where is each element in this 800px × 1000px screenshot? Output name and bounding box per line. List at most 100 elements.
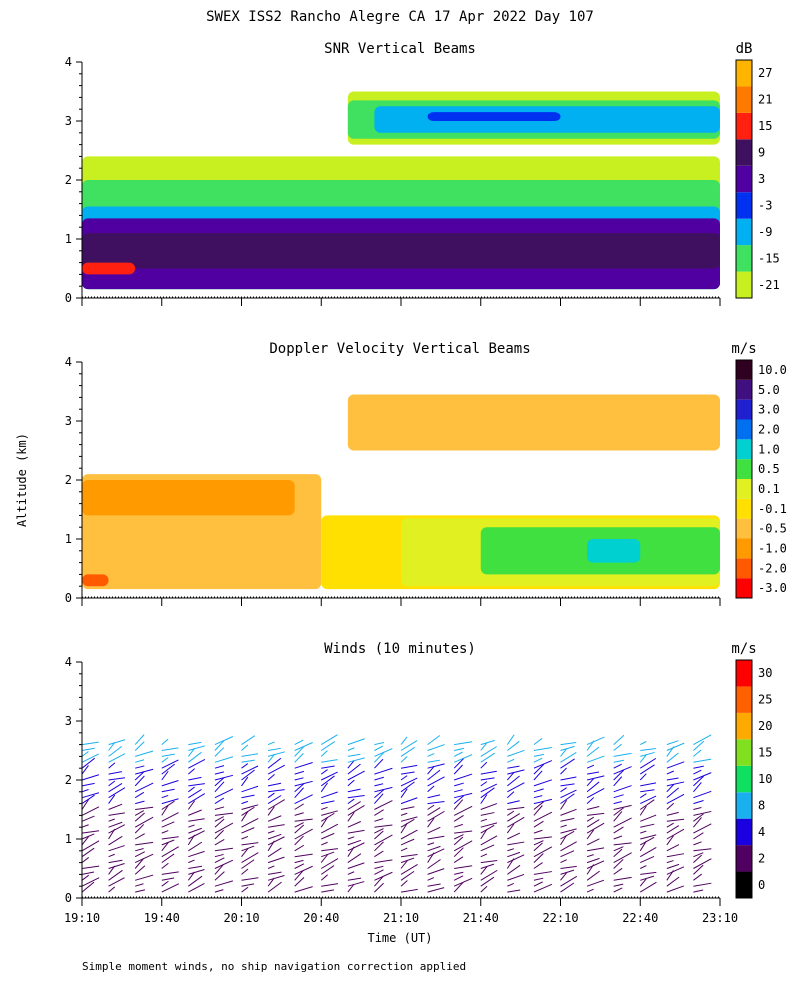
wind-barb — [693, 858, 712, 869]
wind-barb — [108, 818, 115, 822]
wind-barb — [135, 841, 154, 846]
wind-barb — [480, 752, 495, 763]
winds-axes: 0 1 2 3 4 19:10 19:40 20:10 20:40 21:10 21:40 22:10… — [64, 655, 738, 925]
wind-barb — [400, 847, 408, 852]
wind-barb — [613, 807, 624, 816]
wind-barb — [241, 806, 255, 816]
wind-barb — [161, 830, 169, 834]
wind-barb — [480, 869, 498, 881]
wind-barb — [400, 880, 408, 887]
barb-column-6 — [241, 735, 259, 893]
colorbar-swatch-5 — [736, 479, 752, 499]
wind-barb — [294, 853, 313, 858]
barb-column-16 — [506, 734, 525, 893]
wind-barb — [161, 853, 175, 864]
wind-barb — [374, 824, 393, 828]
colorbar-swatch-6 — [736, 112, 752, 140]
y-tick-label-4: 4 — [65, 55, 72, 69]
wind-barb — [613, 776, 623, 787]
wind-barb — [134, 851, 146, 858]
wind-barb — [666, 787, 679, 799]
wind-barb — [81, 836, 90, 846]
wind-barb — [267, 833, 282, 840]
wind-barb — [560, 859, 567, 864]
x-axis-label: Time (UT) — [367, 931, 432, 945]
wind-barb — [294, 877, 305, 887]
wind-barb — [135, 806, 154, 810]
wind-barb — [188, 768, 196, 775]
wind-barb — [81, 874, 90, 881]
wind-barb — [81, 857, 90, 863]
wind-barb — [533, 883, 553, 893]
wind-barb — [480, 835, 498, 846]
wind-barb — [374, 882, 384, 893]
wind-barb — [453, 751, 463, 757]
colorbar-label-0: -21 — [758, 278, 780, 292]
wind-barb — [613, 766, 632, 775]
wind-barb — [560, 742, 577, 746]
wind-barb — [81, 753, 100, 763]
wind-barb — [693, 806, 702, 810]
wind-barb — [560, 783, 575, 787]
wind-barb — [427, 842, 435, 846]
barb-column-22 — [666, 740, 685, 893]
wind-barbs — [81, 734, 712, 893]
wind-barb — [586, 888, 594, 893]
wind-barb — [267, 764, 286, 775]
wind-barb — [693, 740, 705, 751]
x-tick-label-1: 19:40 — [144, 911, 180, 925]
wind-barb — [267, 865, 275, 869]
wind-barb — [453, 757, 465, 769]
wind-barb — [188, 745, 206, 751]
wind-barb — [560, 748, 567, 757]
wind-barb — [214, 756, 234, 763]
wind-barb — [454, 789, 463, 793]
wind-barb — [347, 747, 355, 751]
wind-barb — [507, 873, 525, 881]
wind-barb — [454, 773, 473, 781]
wind-barb — [294, 828, 313, 840]
wind-barb — [693, 782, 702, 793]
wind-barb — [400, 870, 415, 881]
y-tick-label-0: 0 — [65, 291, 72, 305]
x-tick-label-5: 21:40 — [463, 911, 499, 925]
wind-barb — [294, 865, 313, 875]
wind-barb — [560, 793, 575, 805]
colorbar-label-6: 0.5 — [758, 462, 780, 476]
colorbar-label-4: 10 — [758, 772, 772, 786]
colorbar-swatch-1 — [736, 558, 752, 579]
wind-barb — [586, 764, 595, 769]
wind-barb — [374, 834, 393, 846]
x-tick-label-2: 20:10 — [223, 911, 259, 925]
wind-barb — [693, 772, 712, 781]
colorbar-label-2: -1.0 — [758, 541, 787, 555]
wind-barb — [400, 771, 415, 775]
wind-barb — [108, 753, 126, 763]
wind-barb — [453, 840, 473, 852]
wind-barb — [533, 795, 543, 799]
wind-barb — [374, 752, 385, 763]
wind-barb — [108, 741, 116, 751]
wind-barb — [427, 859, 441, 869]
wind-barb — [374, 818, 384, 822]
wind-barb — [453, 881, 464, 893]
wind-barb — [693, 749, 702, 757]
wind-barb — [108, 762, 116, 769]
wind-barb — [400, 860, 408, 869]
wind-barb — [693, 813, 704, 822]
wind-barb — [161, 839, 175, 846]
wind-barb — [320, 750, 328, 757]
wind-barb — [81, 774, 99, 781]
wind-barb — [693, 817, 702, 828]
wind-barb — [453, 799, 464, 810]
wind-barb — [241, 800, 249, 805]
data-layer-4 — [82, 233, 720, 269]
snr-colorbar-unit: dB — [736, 41, 753, 57]
colorbar-label-7: 25 — [758, 693, 772, 707]
wind-barb — [400, 775, 408, 781]
x-tick-label-0: 19:10 — [64, 911, 100, 925]
wind-barb — [347, 753, 361, 757]
wind-barb — [81, 799, 90, 810]
wind-barb — [507, 851, 521, 858]
